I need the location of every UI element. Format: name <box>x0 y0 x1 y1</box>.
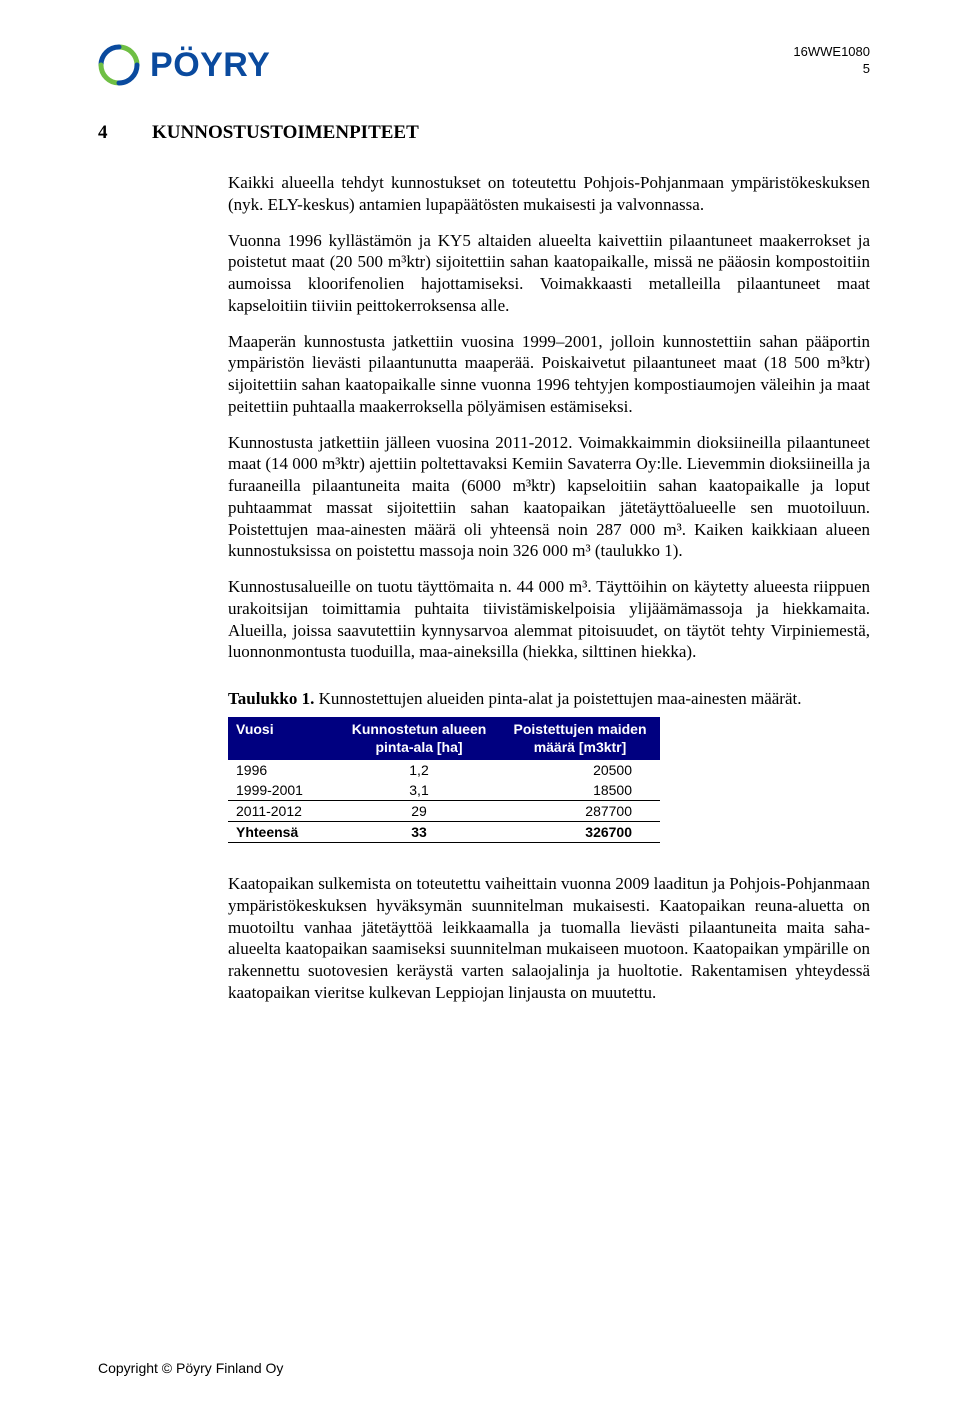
cell-amount: 287700 <box>500 801 660 822</box>
body-area: Kaikki alueella tehdyt kunnostukset on t… <box>98 172 870 1004</box>
sum-amount: 326700 <box>500 822 660 843</box>
header: PÖYRY 16WWE1080 5 <box>98 44 870 86</box>
footer-copyright: Copyright © Pöyry Finland Oy <box>98 1360 283 1376</box>
cell-year: 1999-2001 <box>228 780 338 801</box>
table-head: Vuosi Kunnostetun alueen pinta-ala [ha] … <box>228 717 660 760</box>
table-sum-row: Yhteensä 33 326700 <box>228 822 660 843</box>
doc-id-page: 5 <box>793 61 870 78</box>
table-row: 1999-2001 3,1 18500 <box>228 780 660 801</box>
table-caption-label: Taulukko 1. <box>228 689 314 708</box>
col-header-year-l1: Vuosi <box>236 721 330 739</box>
col-header-area-l1: Kunnostetun alueen <box>346 721 492 739</box>
col-header-area: Kunnostetun alueen pinta-ala [ha] <box>338 717 500 760</box>
logo-text-part2: ÖYRY <box>173 46 270 85</box>
paragraph-6: Kaatopaikan sulkemista on toteutettu vai… <box>228 873 870 1004</box>
table-row: 1996 1,2 20500 <box>228 760 660 780</box>
section-number: 4 <box>98 122 148 144</box>
paragraph-5: Kunnostusalueille on tuotu täyttömaita n… <box>228 576 870 663</box>
doc-id-code: 16WWE1080 <box>793 44 870 61</box>
section-heading: 4 KUNNOSTUSTOIMENPITEET <box>98 122 870 144</box>
logo: PÖYRY <box>98 44 270 86</box>
table-row: 2011-2012 29 287700 <box>228 801 660 822</box>
logo-text-part1: P <box>150 46 173 85</box>
document-id: 16WWE1080 5 <box>793 44 870 78</box>
cell-year: 2011-2012 <box>228 801 338 822</box>
table-caption: Taulukko 1. Kunnostettujen alueiden pint… <box>228 689 870 709</box>
col-header-year: Vuosi <box>228 717 338 760</box>
cell-amount: 18500 <box>500 780 660 801</box>
col-header-amount-l1: Poistettujen maiden <box>508 721 652 739</box>
paragraph-1: Kaikki alueella tehdyt kunnostukset on t… <box>228 172 870 216</box>
paragraph-3: Maaperän kunnostusta jatkettiin vuosina … <box>228 331 870 418</box>
col-header-amount: Poistettujen maiden määrä [m3ktr] <box>500 717 660 760</box>
sum-label: Yhteensä <box>228 822 338 843</box>
col-header-amount-l2: määrä [m3ktr] <box>508 739 652 757</box>
cell-area: 29 <box>338 801 500 822</box>
paragraph-2: Vuonna 1996 kyllästämön ja KY5 altaiden … <box>228 230 870 317</box>
data-table: Vuosi Kunnostetun alueen pinta-ala [ha] … <box>228 717 660 843</box>
cell-year: 1996 <box>228 760 338 780</box>
table-caption-text: Kunnostettujen alueiden pinta-alat ja po… <box>314 689 801 708</box>
paragraph-4: Kunnostusta jatkettiin jälleen vuosina 2… <box>228 432 870 563</box>
cell-area: 3,1 <box>338 780 500 801</box>
logo-text: PÖYRY <box>150 46 270 85</box>
table-body: 1996 1,2 20500 1999-2001 3,1 18500 2011-… <box>228 760 660 843</box>
section-title: KUNNOSTUSTOIMENPITEET <box>152 122 419 144</box>
cell-amount: 20500 <box>500 760 660 780</box>
logo-icon <box>98 44 140 86</box>
sum-area: 33 <box>338 822 500 843</box>
col-header-area-l2: pinta-ala [ha] <box>346 739 492 757</box>
cell-area: 1,2 <box>338 760 500 780</box>
page: PÖYRY 16WWE1080 5 4 KUNNOSTUSTOIMENPITEE… <box>0 0 960 1410</box>
